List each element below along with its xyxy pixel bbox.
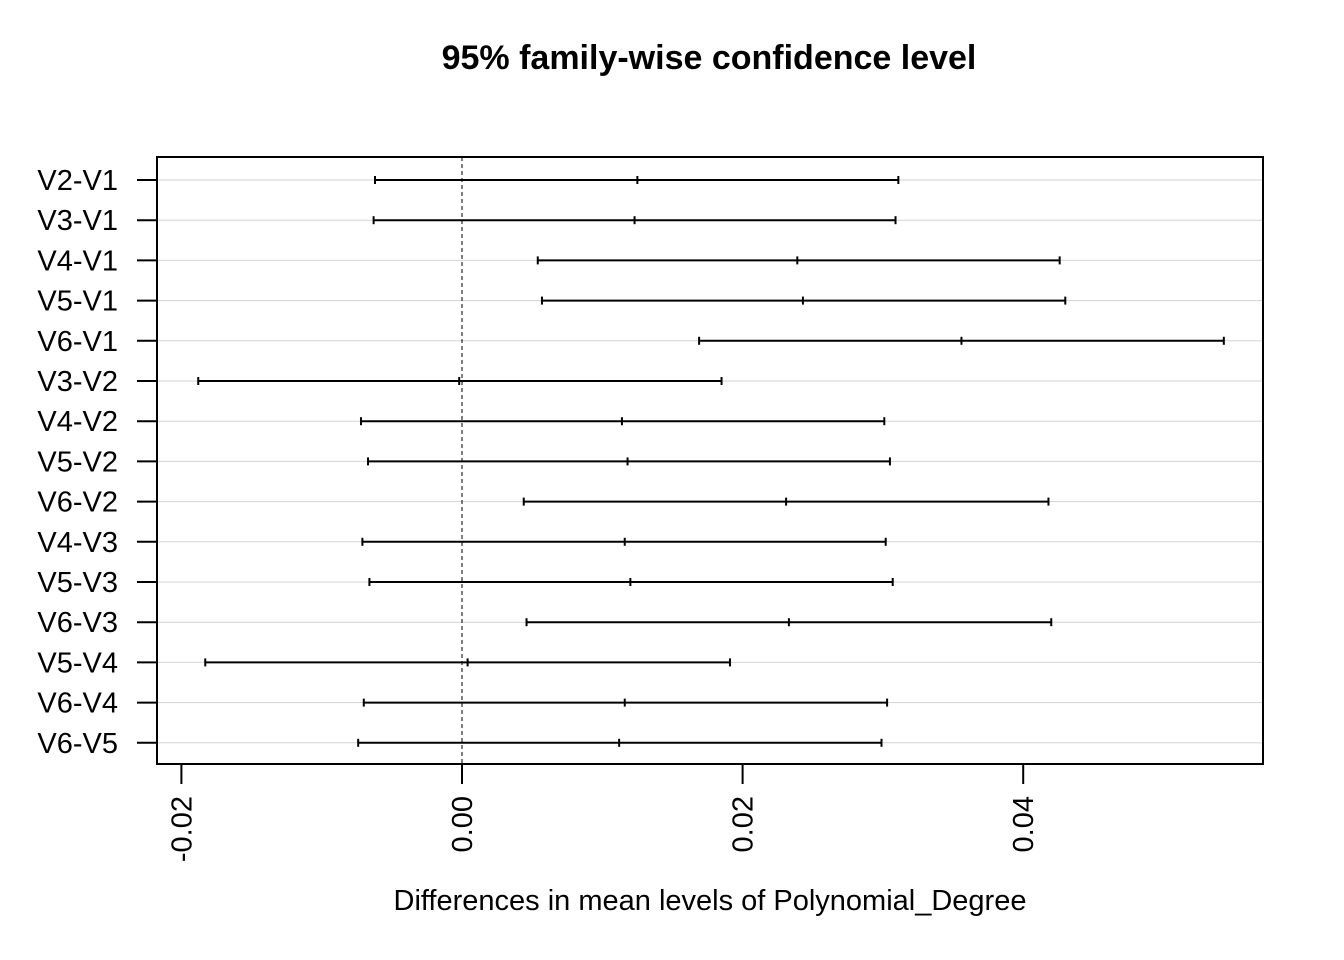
interval-v3-v1	[372, 216, 897, 225]
x-tick-label: 0.04	[1008, 796, 1040, 852]
interval-v4-v3	[361, 537, 887, 546]
interval-v5-v2	[366, 457, 891, 466]
interval-v3-v2	[197, 377, 723, 385]
y-tick-label: V4-V1	[37, 245, 118, 277]
y-tick-label: V6-V3	[37, 607, 118, 639]
x-tick-label: 0.00	[447, 796, 479, 852]
y-tick-label: V4-V2	[37, 406, 118, 438]
y-tick-label: V6-V1	[37, 326, 118, 358]
interval-v6-v4	[362, 698, 889, 707]
interval-v6-v5	[357, 738, 883, 747]
y-tick-label: V6-V2	[37, 487, 118, 519]
y-tick-label: V3-V1	[37, 205, 118, 237]
y-tick-label: V5-V2	[37, 446, 118, 478]
y-tick-label: V6-V5	[37, 728, 118, 760]
interval-v6-v2	[522, 497, 1050, 506]
interval-v4-v2	[359, 417, 886, 426]
x-axis-label: Differences in mean levels of Polynomial…	[394, 885, 1027, 917]
x-tick-label: -0.02	[166, 796, 198, 862]
y-tick-label: V5-V3	[37, 567, 118, 599]
y-tick-label: V6-V4	[37, 688, 118, 720]
y-axis: V2-V1 V3-V1 V4-V1 V5-V1 V6-V1 V3-V2 V4-V2 V5-V2…	[37, 165, 157, 760]
interval-bars	[197, 176, 1225, 747]
y-tick-label: V2-V1	[37, 165, 118, 197]
interval-v6-v1	[698, 336, 1225, 345]
y-tick-label: V4-V3	[37, 527, 118, 559]
interval-v5-v1	[540, 296, 1067, 305]
interval-v6-v3	[525, 618, 1053, 627]
interval-v2-v1	[374, 176, 900, 184]
chart-title: 95% family-wise confidence level	[442, 39, 977, 77]
x-tick-label: 0.02	[728, 796, 760, 852]
y-tick-label: V5-V4	[37, 647, 118, 679]
y-tick-label: V3-V2	[37, 366, 118, 398]
x-axis: -0.02 0.00 0.02 0.04	[166, 763, 1040, 862]
interval-v5-v4	[204, 658, 731, 667]
y-tick-label: V5-V1	[37, 286, 118, 318]
interval-v4-v1	[536, 256, 1061, 265]
interval-v5-v3	[368, 578, 894, 586]
